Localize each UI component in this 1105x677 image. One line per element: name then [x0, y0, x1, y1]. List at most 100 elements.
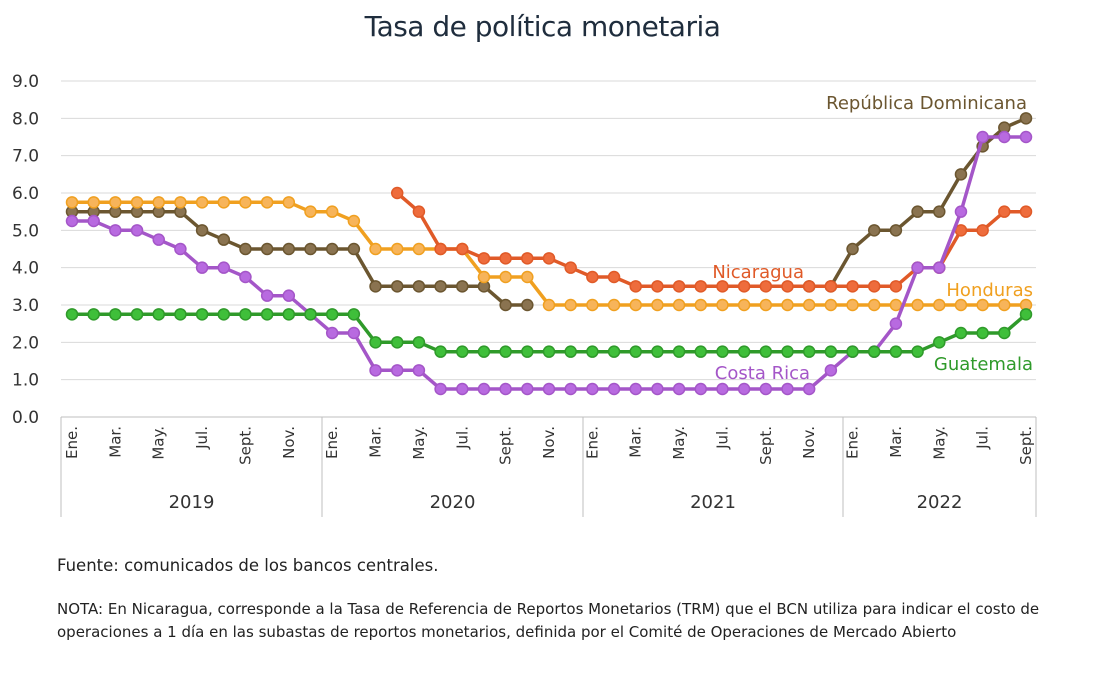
data-point	[651, 345, 664, 358]
data-point	[586, 270, 599, 284]
data-point	[651, 298, 664, 312]
data-point	[174, 196, 187, 209]
data-point	[781, 382, 794, 396]
data-point	[564, 345, 577, 358]
footnote: NOTA: En Nicaragua, corresponde a la Tas…	[57, 600, 1040, 641]
data-point	[911, 345, 924, 358]
x-tick-label: Sept.	[1017, 426, 1035, 465]
data-point	[998, 130, 1011, 144]
data-point	[174, 308, 187, 321]
series-label: Costa Rica	[715, 363, 810, 384]
data-point	[911, 205, 924, 218]
x-tick-label: Jul.	[974, 426, 992, 450]
data-point	[195, 196, 209, 209]
data-point	[65, 214, 79, 228]
x-tick-label: May.	[410, 426, 428, 460]
data-point	[239, 196, 252, 209]
year-label: 2022	[917, 492, 963, 513]
data-point	[325, 205, 339, 218]
data-point	[456, 382, 469, 396]
data-point	[1019, 112, 1033, 125]
data-point	[325, 326, 339, 340]
data-point	[130, 224, 144, 237]
data-point	[282, 289, 296, 302]
x-tick-label: Jul.	[193, 426, 211, 450]
data-point	[781, 345, 794, 358]
data-point	[824, 280, 838, 293]
data-point	[933, 298, 946, 312]
data-point	[716, 298, 729, 312]
data-point	[564, 382, 577, 396]
data-point	[369, 280, 382, 293]
x-tick-label: Jul.	[713, 426, 731, 450]
x-tick-label: Ene.	[844, 426, 862, 459]
data-point	[521, 345, 534, 358]
data-point	[586, 382, 599, 396]
data-point	[694, 345, 708, 358]
series-line	[72, 209, 528, 307]
source-note: Fuente: comunicados de los bancos centra…	[57, 556, 439, 575]
data-point	[239, 270, 252, 284]
data-point	[304, 205, 317, 218]
data-point	[477, 252, 491, 265]
x-tick-label: Mar.	[627, 426, 645, 458]
data-point	[694, 382, 708, 396]
data-point	[846, 242, 859, 256]
data-point	[976, 298, 989, 312]
data-point	[694, 280, 708, 293]
data-point	[260, 289, 274, 302]
data-point	[325, 308, 339, 321]
data-point	[477, 345, 491, 358]
data-point	[499, 298, 512, 312]
data-point	[802, 298, 816, 312]
data-point	[607, 345, 621, 358]
data-point	[824, 345, 838, 358]
data-point	[889, 298, 903, 312]
data-point	[390, 186, 404, 200]
data-point	[998, 298, 1011, 312]
data-point	[867, 280, 881, 293]
x-tick-label: Nov.	[540, 426, 558, 459]
data-point	[802, 280, 816, 293]
data-point	[521, 298, 534, 312]
data-point	[759, 298, 773, 312]
data-point	[976, 326, 989, 340]
data-point	[87, 196, 100, 209]
x-tick-label: Ene.	[63, 426, 81, 459]
data-point	[933, 261, 946, 274]
data-point	[867, 224, 881, 237]
data-point	[260, 242, 274, 256]
x-tick-label: Sept.	[757, 426, 775, 465]
data-point	[586, 345, 599, 358]
data-point	[824, 298, 838, 312]
line-chart: 0.0 1.0 2.0 3.0 4.0 5.0 6.0 7.0 8.0 9.0 Ene. Mar. Ma…	[12, 72, 1037, 517]
data-point	[412, 280, 426, 293]
data-point	[239, 308, 252, 321]
data-point	[889, 317, 903, 330]
y-tick-label: 8.0	[12, 109, 39, 129]
year-label: 2021	[690, 492, 736, 513]
data-point	[629, 280, 642, 293]
data-point	[889, 345, 903, 358]
data-point	[434, 280, 447, 293]
data-point	[781, 298, 794, 312]
data-point	[304, 242, 317, 256]
data-point	[998, 326, 1011, 340]
data-point	[499, 345, 512, 358]
series-label: República Dominicana	[826, 93, 1027, 114]
data-point	[282, 308, 296, 321]
data-point	[347, 214, 361, 228]
data-point	[87, 214, 100, 228]
x-tick-label: May.	[150, 426, 168, 460]
x-tick-label: May.	[930, 426, 948, 460]
data-point	[846, 280, 859, 293]
data-point	[217, 196, 231, 209]
data-point	[477, 382, 491, 396]
data-point	[325, 242, 339, 256]
data-point	[369, 242, 382, 256]
data-point	[651, 280, 664, 293]
y-tick-label: 4.0	[12, 259, 39, 279]
data-point	[651, 382, 664, 396]
data-point	[109, 196, 122, 209]
x-tick-label: Mar.	[367, 426, 385, 458]
